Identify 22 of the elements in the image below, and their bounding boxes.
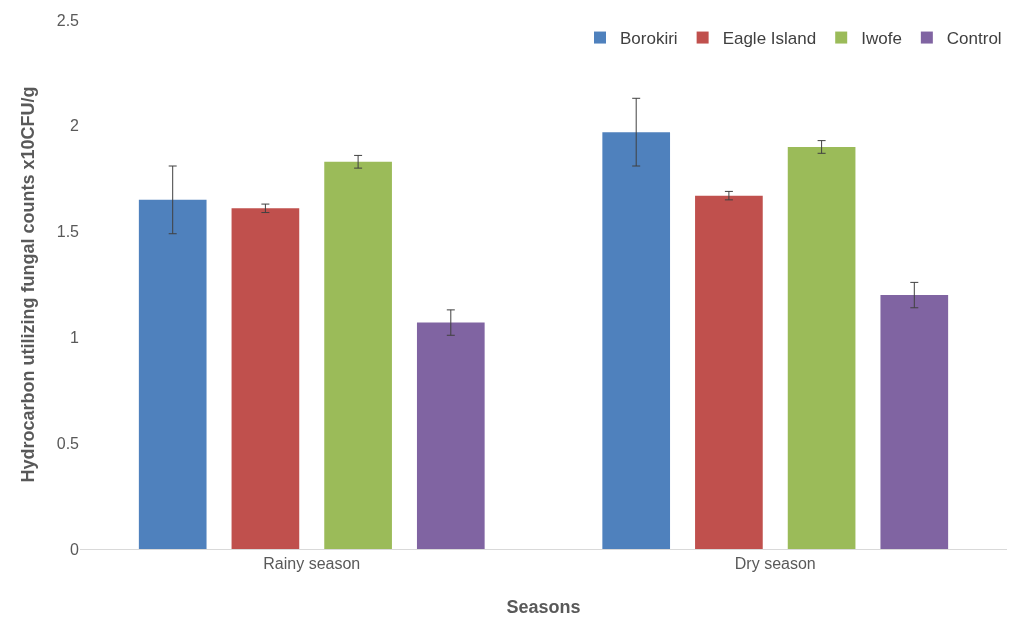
y-tick-label: 2 — [70, 117, 80, 135]
x-axis-title: Seasons — [506, 597, 581, 617]
bar — [787, 146, 856, 549]
bar — [602, 132, 671, 549]
y-tick-label: 1 — [70, 329, 80, 346]
y-tick-label: 0.5 — [56, 434, 80, 452]
legend-label: Control — [946, 29, 1002, 49]
legend-label: Iwofe — [861, 29, 902, 49]
legend-label: Eagle Island — [722, 29, 817, 49]
bar — [231, 208, 300, 549]
y-axis-title: Hydrocarbon utilizing fungal counts x10CFU/g — [18, 86, 38, 483]
y-tick-label: 2.5 — [56, 11, 80, 29]
x-tick-label: Rainy season — [263, 555, 361, 573]
y-tick-label: 0 — [70, 540, 80, 558]
bar — [138, 199, 207, 549]
bar — [695, 195, 763, 549]
y-tick-label: 1.5 — [56, 223, 80, 241]
bar — [880, 295, 949, 549]
bar — [324, 161, 392, 549]
x-tick-label: Dry season — [734, 555, 816, 573]
legend-label: Borokiri — [620, 29, 678, 49]
bar — [416, 322, 485, 549]
